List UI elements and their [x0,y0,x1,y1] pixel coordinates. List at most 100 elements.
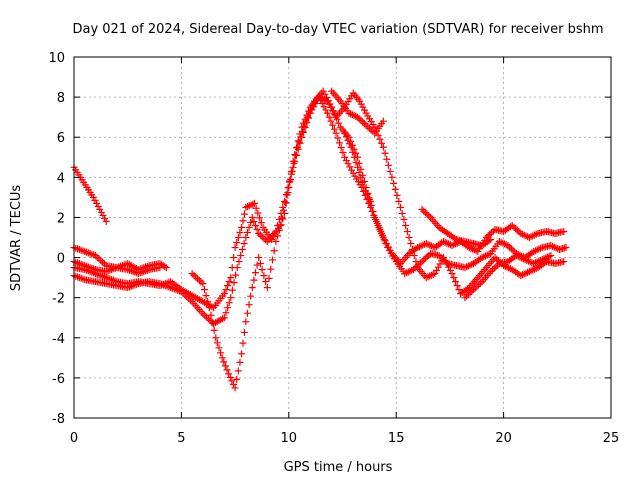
data-point [422,274,430,282]
data-point [249,200,257,208]
data-point [366,124,374,132]
data-point [422,240,430,248]
x-tick-label: 10 [281,431,298,446]
data-point [357,100,365,108]
data-point [524,268,532,276]
data-point [409,266,417,274]
data-point [240,328,248,336]
data-point [194,275,202,283]
data-point [279,215,287,223]
data-point [274,232,282,240]
data-point [547,242,555,250]
data-point [227,274,235,282]
data-point [478,254,486,262]
data-point [298,133,306,141]
data-point [483,251,491,259]
data-point [162,264,170,272]
y-tick-label: 10 [48,51,65,66]
data-point [263,284,271,292]
data-point [253,261,261,269]
data-point [549,242,557,250]
data-point [323,97,331,105]
data-point [543,253,551,261]
data-point [99,258,107,266]
data-point [225,299,233,307]
data-point [547,252,555,260]
data-point [470,286,478,294]
data-point [484,232,492,240]
data-point [212,334,220,342]
data-point [96,205,104,213]
data-point [427,271,435,279]
data-point [512,225,520,233]
data-point [518,254,526,262]
data-point [538,256,546,264]
series-trace-c [70,93,570,328]
data-point [517,229,525,237]
data-point [265,274,273,282]
data-point [520,270,528,278]
data-point [379,117,387,125]
data-point [218,354,226,362]
series-trace-e [70,163,110,225]
data-point [209,319,217,327]
data-point [540,255,548,263]
data-point [289,157,297,165]
data-point [317,94,325,102]
data-point [161,263,169,271]
data-point [229,380,237,388]
data-point [245,223,253,231]
data-point [489,227,497,235]
data-point [505,264,513,272]
data-point [420,207,428,215]
data-point [525,234,533,241]
data-point [527,233,535,241]
y-tick-label: -8 [52,412,65,427]
data-point [230,254,238,262]
data-point [254,209,262,217]
data-point [545,252,553,260]
data-point [222,309,230,317]
data-point [239,339,247,347]
x-tick-label: 5 [177,431,185,446]
data-point [410,252,418,260]
data-point [102,217,110,225]
data-point [341,153,349,161]
data-point [395,197,403,205]
data-point [294,145,302,153]
data-point [417,242,425,250]
data-point [514,252,522,260]
data-point [289,163,297,171]
y-tick-label: 4 [57,171,65,186]
data-point [366,203,374,211]
data-point [305,107,313,115]
data-point [373,219,381,227]
data-point [225,370,233,378]
data-point [470,246,478,254]
data-point [418,258,426,266]
data-point [201,311,209,319]
data-point [337,144,345,152]
data-point [468,287,476,295]
data-point [533,258,541,266]
data-point [250,199,258,207]
data-point [526,258,534,266]
data-point [200,286,208,294]
data-point [234,234,242,241]
data-point [279,203,287,211]
data-point [425,212,433,220]
data-point [202,292,210,300]
data-point [451,278,459,286]
data-point [258,233,266,241]
data-point [242,203,250,211]
series-trace-f [70,258,164,278]
data-point [492,263,500,271]
x-tick-label: 20 [495,431,512,446]
data-point [398,209,406,217]
data-point [344,136,352,144]
data-point [234,367,242,375]
data-point [286,178,294,186]
series-trace-i [461,252,555,302]
data-point [441,238,449,246]
data-point [501,262,509,270]
